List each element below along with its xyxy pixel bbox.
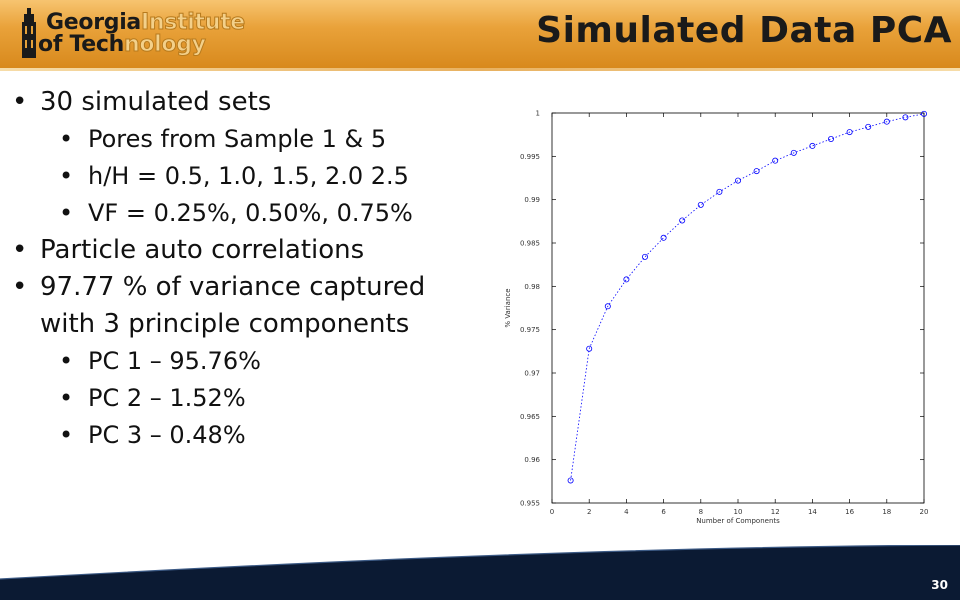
pca-chart-svg: 0 2 4 6 8 10 12 14 16 18 20 0.955 0.96 0.965 0.97 0.975… (504, 110, 929, 526)
logo-text-nology: nology (123, 32, 206, 57)
bullet-item: • PC 2 – 1.52% (12, 380, 492, 417)
x-tick-label: 20 (920, 508, 929, 516)
x-tick-label: 0 (550, 508, 554, 516)
bullet-dot-icon: • (59, 125, 74, 153)
tech-tower-icon (22, 8, 36, 58)
bullet-text: PC 2 – 1.52% (88, 384, 246, 412)
data-point (660, 234, 667, 241)
data-point (586, 345, 593, 352)
data-point (753, 168, 760, 175)
data-point (567, 477, 574, 484)
data-point (679, 217, 686, 224)
data-point (865, 123, 872, 130)
x-tick-label: 10 (734, 508, 743, 516)
data-point (697, 201, 704, 208)
logo-text-of-tech: of Tech (38, 32, 124, 57)
x-tick-label: 14 (808, 508, 817, 516)
y-tick-label: 0.97 (524, 370, 540, 378)
data-point (846, 129, 853, 136)
y-tick-label: 1 (536, 110, 540, 118)
bullet-dot-icon: • (59, 384, 74, 412)
bullet-dot-icon: • (59, 162, 74, 190)
logo-line-2: of Technology (38, 32, 207, 57)
bullet-text: Pores from Sample 1 & 5 (88, 125, 387, 153)
slide-footer (0, 545, 960, 600)
bullet-item: with 3 principle components (12, 306, 492, 343)
bullet-text: PC 1 – 95.76% (88, 347, 261, 375)
data-point (772, 157, 779, 164)
data-point (790, 149, 797, 156)
x-tick-label: 8 (699, 508, 703, 516)
y-tick-label: 0.995 (520, 153, 540, 161)
bullet-dot-icon: • (12, 272, 28, 302)
y-tick-label: 0.98 (524, 283, 540, 291)
bullet-list: • 30 simulated sets • Pores from Sample 1 &… (12, 84, 492, 454)
x-tick-label: 12 (771, 508, 780, 516)
bullet-text: Particle auto correlations (40, 235, 365, 265)
bullet-text: 30 simulated sets (40, 87, 272, 117)
y-tick-label: 0.955 (520, 500, 540, 508)
bullet-dot-icon: • (59, 421, 74, 449)
bullet-text: PC 3 – 0.48% (88, 421, 246, 449)
y-tick-label: 0.96 (524, 456, 540, 464)
bullet-dot-icon: • (12, 235, 28, 265)
slide-header: GeorgiaInstitute of Technology Simulated… (0, 0, 960, 68)
logo-line-1: GeorgiaInstitute (46, 10, 246, 35)
georgia-tech-logo: GeorgiaInstitute of Technology (18, 6, 268, 62)
x-tick-label: 18 (882, 508, 891, 516)
bullet-dot-icon: • (12, 87, 28, 117)
y-tick-label: 0.965 (520, 413, 540, 421)
header-divider (0, 68, 960, 71)
page-number: 30 (931, 578, 948, 592)
x-tick-label: 2 (587, 508, 591, 516)
x-axis-label: Number of Components (696, 517, 780, 525)
bullet-item: • 97.77 % of variance captured (12, 269, 492, 306)
x-tick-label: 16 (845, 508, 854, 516)
bullet-text: VF = 0.25%, 0.50%, 0.75% (88, 199, 413, 227)
bullet-item: • Pores from Sample 1 & 5 (12, 121, 492, 158)
bullet-item: • 30 simulated sets (12, 84, 492, 121)
x-tick-label: 4 (624, 508, 629, 516)
data-point (809, 142, 816, 149)
data-point (827, 136, 834, 143)
bullet-text: h/H = 0.5, 1.0, 1.5, 2.0 2.5 (88, 162, 409, 190)
bullet-dot-icon: • (59, 347, 74, 375)
y-tick-label: 0.985 (520, 240, 540, 248)
bullet-dot-icon: • (59, 199, 74, 227)
bullet-item: • VF = 0.25%, 0.50%, 0.75% (12, 195, 492, 232)
data-point (920, 110, 927, 117)
slide-title: Simulated Data PCA (536, 10, 952, 51)
bullet-item: • PC 3 – 0.48% (12, 417, 492, 454)
data-point (716, 188, 723, 195)
data-point (734, 177, 741, 184)
bullet-text: 97.77 % of variance captured (40, 272, 426, 302)
bullet-item: • Particle auto correlations (12, 232, 492, 269)
bullet-item: • PC 1 – 95.76% (12, 343, 492, 380)
bullet-text: with 3 principle components (40, 309, 410, 339)
data-point (883, 118, 890, 125)
logo-text-institute: Institute (140, 10, 245, 35)
plot-area (551, 112, 925, 504)
data-point (902, 114, 909, 121)
logo-text-georgia: Georgia (46, 10, 141, 35)
y-axis-label: % Variance (504, 288, 512, 327)
bullet-item: • h/H = 0.5, 1.0, 1.5, 2.0 2.5 (12, 158, 492, 195)
data-point (623, 276, 630, 283)
x-tick-label: 6 (661, 508, 666, 516)
y-tick-label: 0.975 (520, 326, 540, 334)
data-point (641, 253, 648, 260)
data-point (604, 303, 611, 310)
pca-chart: 0 2 4 6 8 10 12 14 16 18 20 0.955 0.96 0.965 0.97 0.975… (492, 95, 944, 525)
y-tick-label: 0.99 (524, 196, 540, 204)
